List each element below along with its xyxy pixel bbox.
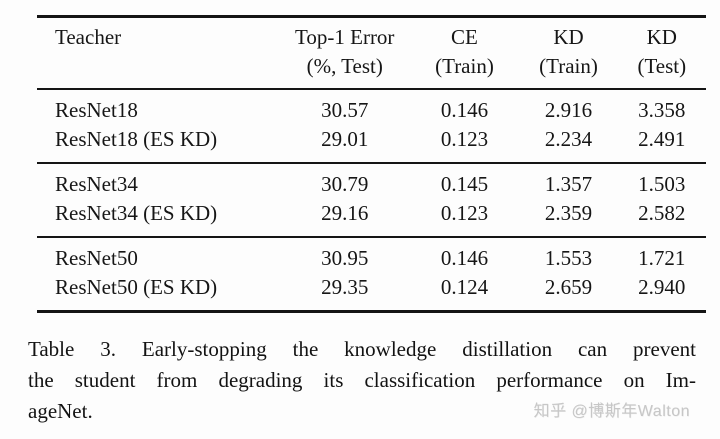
kd-test-cell: 1.503 [638,172,686,196]
header-line: Top-1 Error [295,25,395,49]
table-row: ResNet50 (ES KD) 29.35 0.124 2.659 2.940 [37,273,706,302]
top1-error-cell: 29.01 [321,127,369,151]
table-group-resnet34: ResNet34 30.79 0.145 1.357 1.503 ResNet3… [37,164,706,236]
table-group-rule [37,162,706,164]
top1-error-cell: 29.35 [321,275,369,299]
top1-error-cell: 29.16 [321,201,369,225]
header-subline: (Test) [637,54,687,78]
table-top-rule [37,15,706,18]
table-row: ResNet34 30.79 0.145 1.357 1.503 [37,170,706,199]
table-group-resnet50: ResNet50 30.95 0.146 1.553 1.721 ResNet5… [37,238,706,310]
header-kd-train: KD (Train) [519,23,617,81]
table-row: ResNet18 30.57 0.146 2.916 3.358 [37,96,706,125]
teacher-cell: ResNet34 (ES KD) [55,201,218,225]
header-line: CE [451,25,478,49]
header-top1-error: Top-1 Error (%, Test) [280,23,410,81]
table-header-rule [37,88,706,90]
caption-line: Table 3. Early-stopping the knowledge di… [28,337,696,361]
kd-train-cell: 1.553 [544,246,593,270]
kd-train-cell: 2.234 [544,127,593,151]
teacher-cell: ResNet34 [55,172,138,196]
table-caption: Table 3. Early-stopping the knowledge di… [28,334,696,427]
table-row: ResNet50 30.95 0.146 1.553 1.721 [37,244,706,273]
results-table: Teacher Top-1 Error (%, Test) CE (Train)… [37,15,706,313]
ce-train-cell: 0.146 [440,98,489,122]
caption-line: ageNet. [28,399,93,423]
teacher-cell: ResNet50 [55,246,138,270]
header-line: KD [646,25,677,49]
kd-train-cell: 2.659 [544,275,593,299]
header-teacher: Teacher [37,23,280,81]
top1-error-cell: 30.79 [321,172,369,196]
table-row: ResNet34 (ES KD) 29.16 0.123 2.359 2.582 [37,199,706,228]
teacher-cell: ResNet50 (ES KD) [55,275,218,299]
teacher-cell: ResNet18 (ES KD) [55,127,218,151]
top1-error-cell: 30.57 [321,98,369,122]
kd-train-cell: 1.357 [544,172,593,196]
table-row: ResNet18 (ES KD) 29.01 0.123 2.234 2.491 [37,125,706,154]
teacher-cell: ResNet18 [55,98,138,122]
header-subline: (Train) [435,54,494,78]
table-group-rule [37,236,706,238]
header-line: Teacher [55,25,122,49]
kd-test-cell: 2.940 [638,275,686,299]
ce-train-cell: 0.146 [440,246,489,270]
kd-test-cell: 2.491 [638,127,686,151]
ce-train-cell: 0.123 [440,201,489,225]
ce-train-cell: 0.123 [440,127,489,151]
header-ce-train: CE (Train) [410,23,520,81]
kd-train-cell: 2.359 [544,201,593,225]
table-group-resnet18: ResNet18 30.57 0.146 2.916 3.358 ResNet1… [37,90,706,162]
table-header-row: Teacher Top-1 Error (%, Test) CE (Train)… [37,18,706,88]
ce-train-cell: 0.145 [440,172,489,196]
top1-error-cell: 30.95 [321,246,369,270]
kd-test-cell: 2.582 [638,201,686,225]
table-bottom-rule [37,310,706,313]
header-subline: (Train) [539,54,598,78]
header-subline: (%, Test) [306,54,383,78]
ce-train-cell: 0.124 [440,275,489,299]
header-line: KD [553,25,584,49]
kd-test-cell: 3.358 [638,98,686,122]
caption-line: the student from degrading its classific… [28,368,696,392]
header-kd-test: KD (Test) [618,23,706,81]
zhihu-watermark: 知乎 @博斯年Walton [533,403,690,420]
kd-test-cell: 1.721 [638,246,686,270]
kd-train-cell: 2.916 [544,98,593,122]
